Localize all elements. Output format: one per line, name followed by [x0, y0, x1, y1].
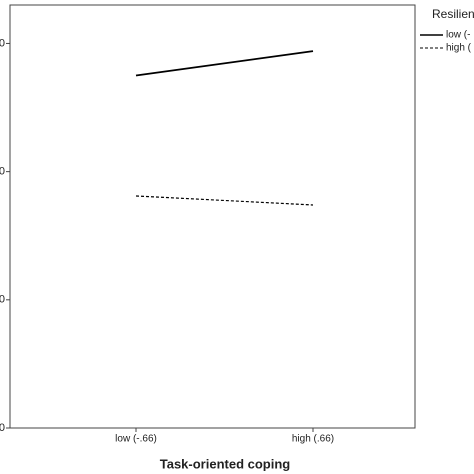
x-tick-label: low (-.66): [115, 434, 157, 445]
series-line: [135, 50, 314, 77]
y-tick-label: 1.00: [0, 294, 5, 306]
legend-label: high (: [446, 43, 472, 54]
y-tick-label: 2.00: [0, 166, 5, 178]
y-tick-label: 0.00: [0, 422, 5, 434]
legend-title: Resilien: [432, 7, 474, 21]
legend-label: low (-: [446, 30, 470, 41]
x-axis-label: Task-oriented coping: [160, 456, 291, 471]
series-line: [135, 195, 314, 206]
plot-frame: [9, 4, 416, 429]
x-tick-label: high (.66): [292, 434, 334, 445]
y-tick-label: 3.00: [0, 37, 5, 49]
